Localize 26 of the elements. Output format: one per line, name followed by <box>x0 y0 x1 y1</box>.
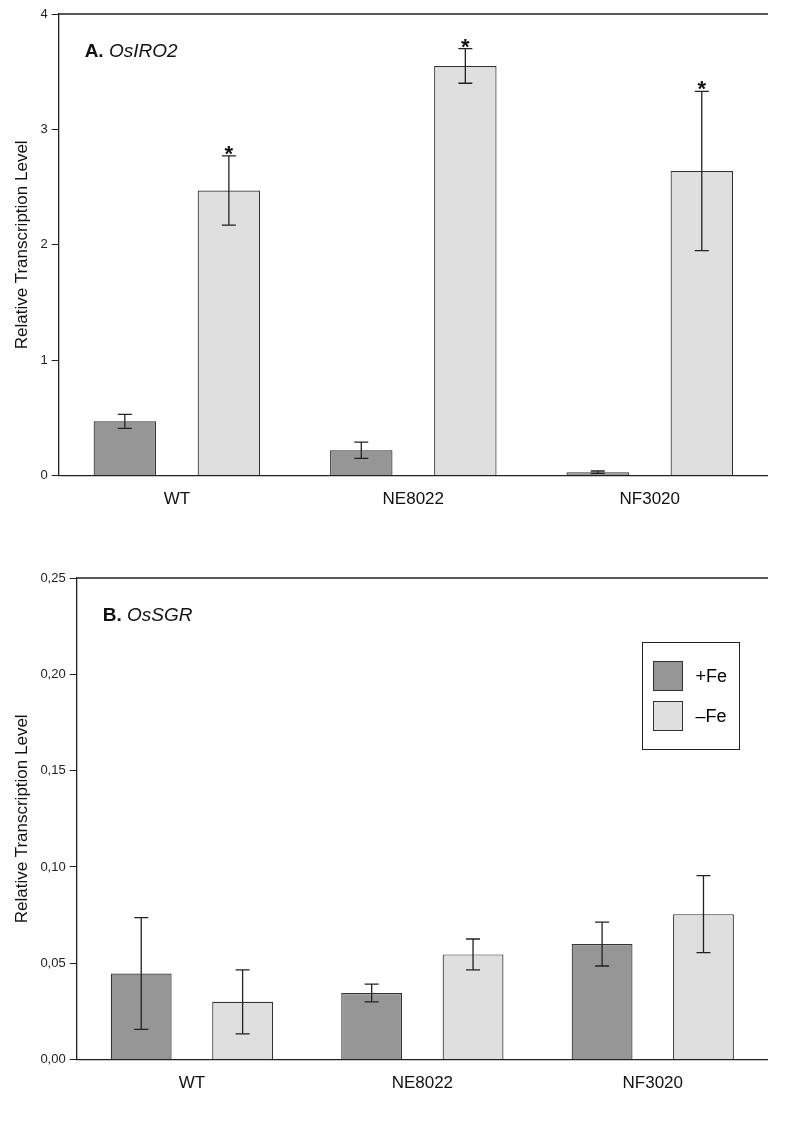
x-tick-label: NF3020 <box>622 1073 684 1093</box>
y-tick-label: 0,00 <box>40 1051 66 1067</box>
y-tick-label: 0,10 <box>40 858 66 874</box>
y-axis-title: Relative Transcription Level <box>11 140 31 350</box>
annotation: * <box>461 33 471 59</box>
x-tick-label: WT <box>163 489 191 509</box>
legend-label: –Fe <box>695 705 727 727</box>
annotation: * <box>224 141 234 166</box>
x-tick-label: NE8022 <box>382 489 445 509</box>
y-tick-label: 0,05 <box>40 954 66 970</box>
y-tick-label: 2 <box>40 236 48 252</box>
text: A. OsIRO2 <box>84 40 178 61</box>
x-tick-label: NE8022 <box>391 1073 454 1093</box>
y-tick-label: 0,25 <box>40 569 66 585</box>
y-tick-label: 1 <box>40 351 48 367</box>
y-tick-label: 0 <box>40 467 48 483</box>
y-tick-label: 0,20 <box>40 665 66 681</box>
y-tick-label: 3 <box>40 120 48 136</box>
text: B. OsSGR <box>102 604 193 625</box>
y-tick-label: 0,15 <box>40 762 66 778</box>
y-axis-title: Relative Transcription Level <box>11 714 31 924</box>
legend-label: +Fe <box>695 665 727 687</box>
y-tick-label: 4 <box>40 5 48 21</box>
annotation: * <box>697 76 707 102</box>
x-tick-label: NF3020 <box>619 489 681 509</box>
x-tick-label: WT <box>178 1073 206 1093</box>
